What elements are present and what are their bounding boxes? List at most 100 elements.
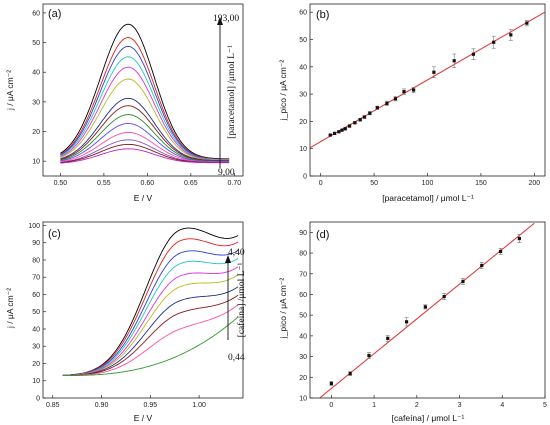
- panel-a-curve: [60, 23, 230, 160]
- panel-d-xtick-label: 3: [458, 402, 462, 409]
- panel-c-curve: [62, 238, 239, 376]
- panel-a-top-value: 193,00: [213, 14, 239, 24]
- panel-a-curve: [60, 66, 230, 161]
- panel-d-xtick-label: 4: [500, 402, 504, 409]
- panel-c-xtick-label: 0.85: [46, 402, 60, 409]
- panel-d-xtick-label: 1: [372, 402, 376, 409]
- panel-a: 0.50 0.55 0.60 0.65 0.70 10 20 30 40 50 60 (a) E /…: [5, 3, 244, 203]
- panel-c-ylabel: j / μA cm⁻²: [5, 288, 15, 329]
- panel-d-points: [329, 234, 522, 386]
- panel-b-points: [328, 20, 529, 137]
- panel-b-ticks: 0 50 100 150 200 0 10 20 30 40 50 60: [299, 10, 540, 187]
- panel-b-point: [412, 88, 416, 92]
- panel-b-frame: [309, 3, 546, 177]
- panel-c-curve: [62, 294, 239, 376]
- panel-c-frame: [42, 221, 244, 399]
- panel-a-ytick-label: 20: [32, 129, 40, 136]
- panel-a-ytick-label: 10: [32, 159, 40, 166]
- panel-d-ylabel: j_pico / μA cm⁻²: [278, 278, 288, 340]
- panel-c-ytick-label: 70: [32, 275, 40, 282]
- panel-b-point: [347, 124, 352, 128]
- panel-a-label: (a): [48, 8, 61, 20]
- panel-b-ytick-label: 50: [299, 37, 307, 44]
- panel-d-ytick-label: 60: [299, 292, 307, 299]
- panel-d-ytick-label: 90: [299, 230, 307, 237]
- panel-c-bottom-value: 0,44: [228, 353, 245, 363]
- panel-b-label: (b): [316, 9, 329, 21]
- panel-a-ytick-label: 30: [32, 99, 40, 106]
- panel-d-ytick-label: 30: [299, 354, 307, 361]
- panel-d-xlabel: [cafeína] / μmol L⁻¹: [392, 413, 465, 423]
- panel-d-ytick-label: 70: [299, 271, 307, 278]
- panel-c-arrowhead: [225, 255, 231, 263]
- panel-d-point: [461, 279, 465, 284]
- panel-a-curves: [60, 23, 230, 164]
- panel-b-xtick-label: 0: [319, 180, 323, 187]
- panel-d-point: [348, 371, 352, 376]
- panel-d-label: (d): [316, 229, 329, 241]
- panel-c-curve: [62, 286, 239, 376]
- panel-d: 0 1 2 3 4 5 10 20 30 40 50 60 70 80 90 (d) [cafeína] /…: [278, 221, 547, 423]
- panel-d-point: [367, 353, 371, 358]
- panel-b-point: [328, 133, 332, 137]
- panel-c-curve: [62, 274, 239, 376]
- panel-c-curves: [62, 227, 239, 377]
- panel-a-frame: [42, 3, 244, 177]
- panel-b-ytick-label: 60: [299, 10, 307, 17]
- panel-b-point: [509, 33, 513, 37]
- panel-a-xtick-label: 0.55: [97, 180, 111, 187]
- panel-c-curve: [62, 304, 239, 376]
- panel-d-frame: [309, 221, 546, 399]
- panel-b-ylabel: j_pico / μA cm⁻²: [278, 60, 288, 122]
- panel-a-curve: [60, 148, 230, 164]
- panel-b-xlabel: [paracetamol] / μmol L⁻¹: [382, 193, 474, 203]
- panel-c-ytick-label: 80: [32, 257, 40, 264]
- panel-c-xtick-label: 1.00: [192, 402, 206, 409]
- panel-b-point: [368, 111, 372, 115]
- panel-a-arrowhead: [217, 17, 223, 25]
- panel-c-curve: [62, 257, 239, 376]
- panel-d-xtick-label: 5: [543, 402, 547, 409]
- panel-d-ytick-label: 40: [299, 333, 307, 340]
- panel-b-point: [358, 118, 362, 122]
- panel-b-point: [471, 52, 476, 56]
- panel-a-curve: [60, 37, 230, 160]
- panel-b-point: [492, 40, 496, 44]
- panel-d-point: [480, 263, 484, 268]
- panel-d-point: [386, 336, 390, 340]
- panel-d-point: [442, 294, 446, 299]
- panel-b-point: [337, 130, 341, 134]
- panel-c-ytick-label: 10: [32, 378, 40, 385]
- panel-a-ylabel: j / μA cm⁻²: [5, 70, 15, 111]
- panel-b-xtick-label: 100: [422, 180, 434, 187]
- panel-d-point: [498, 249, 503, 254]
- panel-c-ytick-label: 100: [28, 223, 40, 230]
- panel-b-point: [452, 59, 456, 63]
- panel-a-curve: [60, 45, 230, 160]
- panel-a-curve: [60, 131, 230, 163]
- panel-d-ytick-label: 50: [299, 313, 307, 320]
- panel-b-ytick-label: 40: [299, 64, 307, 71]
- panel-c-ytick-label: 60: [32, 292, 40, 299]
- panel-c-xtick-label: 0.95: [144, 402, 158, 409]
- panel-b-point: [362, 115, 367, 119]
- panel-a-xtick-label: 0.65: [184, 180, 198, 187]
- panel-b-xtick-label: 150: [475, 180, 487, 187]
- panel-d-fit: [319, 222, 535, 399]
- panel-c: 0.85 0.90 0.95 1.00 0 10 20 30 40 50 60 70 80 90 100 (…: [5, 221, 247, 423]
- panel-a-xtick-label: 0.50: [54, 180, 68, 187]
- panel-b-point: [393, 97, 398, 101]
- panel-b-ytick-label: 0: [303, 174, 307, 181]
- panel-c-ytick-label: 40: [32, 326, 40, 333]
- panel-b-point: [343, 127, 347, 131]
- panel-a-ytick-label: 60: [32, 10, 40, 17]
- panel-b-point: [525, 21, 529, 25]
- panel-c-xlabel: E / V: [134, 413, 153, 423]
- panel-a-curve: [60, 123, 230, 162]
- panel-d-ytick-label: 10: [299, 396, 307, 403]
- panel-b-point: [340, 128, 344, 132]
- panel-d-point: [329, 381, 333, 386]
- panel-b-point: [353, 121, 357, 125]
- panel-c-ytick-label: 30: [32, 344, 40, 351]
